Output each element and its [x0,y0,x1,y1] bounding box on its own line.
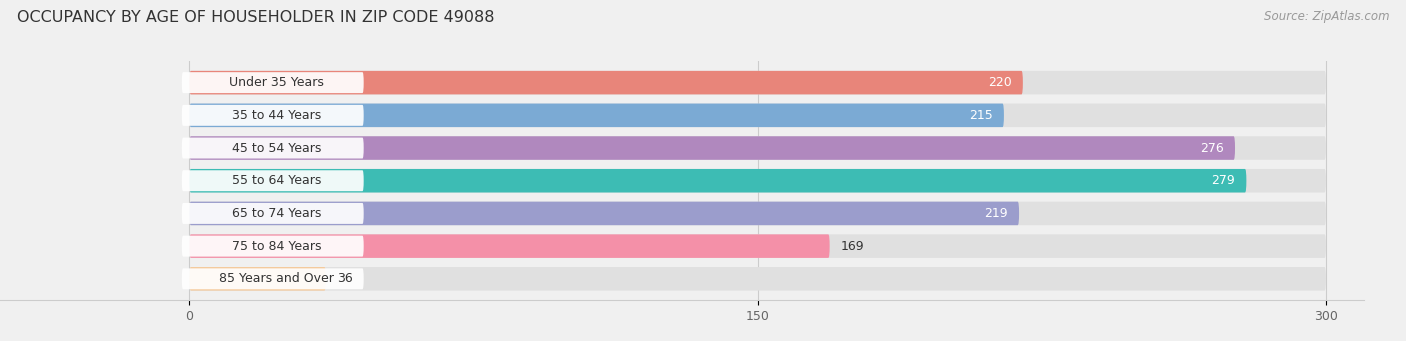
Text: 36: 36 [337,272,353,285]
Text: 215: 215 [969,109,993,122]
FancyBboxPatch shape [181,268,364,289]
FancyBboxPatch shape [190,202,1019,225]
FancyBboxPatch shape [190,234,1326,258]
Text: OCCUPANCY BY AGE OF HOUSEHOLDER IN ZIP CODE 49088: OCCUPANCY BY AGE OF HOUSEHOLDER IN ZIP C… [17,10,495,25]
Text: 169: 169 [841,240,865,253]
Text: 85 Years and Over: 85 Years and Over [219,272,335,285]
FancyBboxPatch shape [181,105,364,126]
Text: Under 35 Years: Under 35 Years [229,76,323,89]
FancyBboxPatch shape [190,104,1004,127]
FancyBboxPatch shape [190,267,1326,291]
FancyBboxPatch shape [181,236,364,256]
FancyBboxPatch shape [181,72,364,93]
FancyBboxPatch shape [190,136,1326,160]
FancyBboxPatch shape [190,169,1326,193]
FancyBboxPatch shape [181,137,364,159]
FancyBboxPatch shape [190,104,1326,127]
Text: 220: 220 [988,76,1011,89]
Text: Source: ZipAtlas.com: Source: ZipAtlas.com [1264,10,1389,23]
Text: 65 to 74 Years: 65 to 74 Years [232,207,321,220]
Text: 55 to 64 Years: 55 to 64 Years [232,174,321,187]
FancyBboxPatch shape [190,202,1326,225]
FancyBboxPatch shape [181,203,364,224]
Text: 75 to 84 Years: 75 to 84 Years [232,240,322,253]
Text: 279: 279 [1211,174,1234,187]
FancyBboxPatch shape [181,170,364,191]
FancyBboxPatch shape [190,234,830,258]
Text: 276: 276 [1199,142,1223,154]
Text: 45 to 54 Years: 45 to 54 Years [232,142,321,154]
FancyBboxPatch shape [190,136,1234,160]
FancyBboxPatch shape [190,71,1024,94]
FancyBboxPatch shape [190,169,1246,193]
FancyBboxPatch shape [190,267,326,291]
Text: 35 to 44 Years: 35 to 44 Years [232,109,321,122]
FancyBboxPatch shape [190,71,1326,94]
Text: 219: 219 [984,207,1008,220]
